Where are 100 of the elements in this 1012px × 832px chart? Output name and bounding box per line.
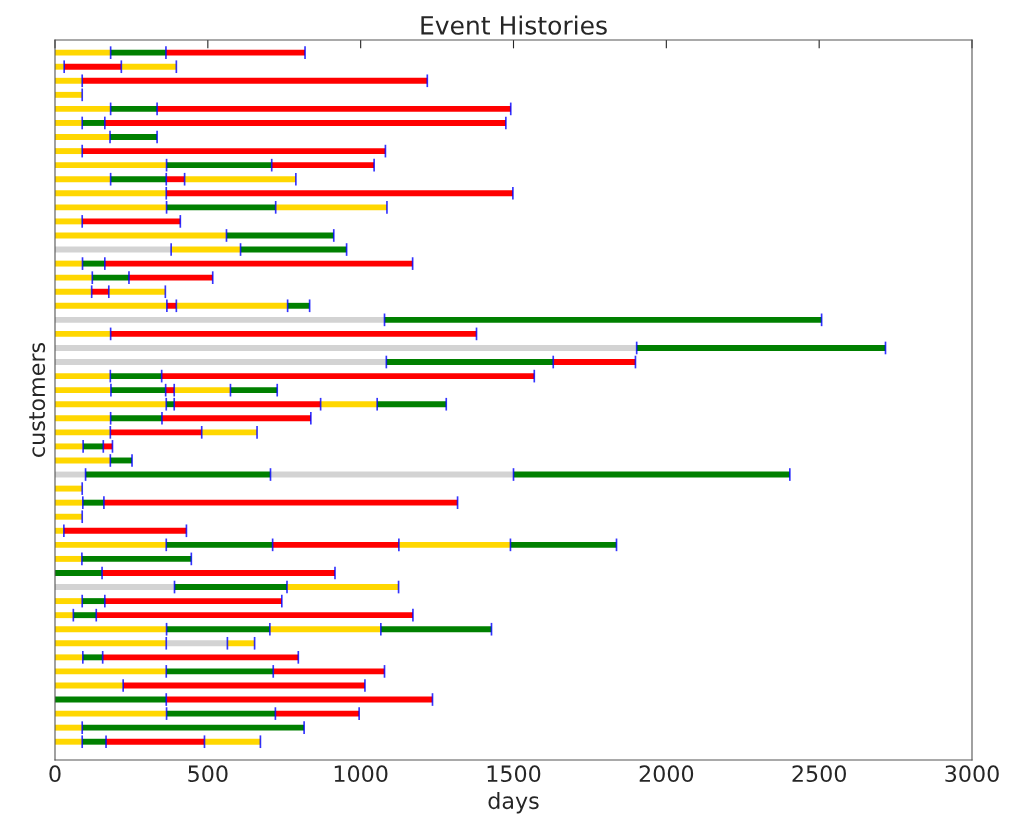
bar: [102, 654, 299, 661]
bar: [110, 373, 162, 380]
bar: [106, 738, 205, 745]
x-tick-label: 2000: [639, 765, 694, 783]
bar: [110, 387, 166, 394]
bar: [82, 738, 107, 745]
bar: [55, 541, 167, 548]
bar: [55, 738, 83, 745]
bar: [398, 541, 511, 548]
bar: [55, 190, 167, 197]
bar: [55, 499, 83, 506]
bar: [110, 49, 166, 56]
bar: [55, 120, 83, 126]
bar: [320, 401, 378, 408]
x-tick-label: 0: [49, 765, 61, 783]
bar: [553, 359, 636, 365]
bar: [55, 612, 74, 619]
x-tick-label: 1000: [334, 765, 388, 783]
bar: [384, 316, 822, 323]
bar: [174, 584, 287, 590]
bar: [55, 513, 83, 520]
bar: [55, 598, 83, 605]
bar: [157, 105, 511, 112]
bar: [273, 668, 385, 675]
bar: [55, 401, 167, 408]
bar: [272, 541, 399, 548]
bar: [82, 724, 305, 731]
bar: [82, 598, 105, 605]
bar: [510, 541, 617, 548]
bar: [636, 345, 886, 351]
bar: [165, 49, 306, 56]
bar: [82, 120, 105, 126]
bar: [55, 302, 167, 309]
bar: [55, 260, 83, 267]
bar: [55, 387, 111, 394]
bar: [55, 555, 82, 562]
bar: [55, 668, 167, 675]
bar: [55, 288, 92, 295]
bar: [55, 485, 83, 492]
bar: [128, 274, 213, 281]
bar: [55, 415, 111, 422]
bar: [166, 162, 272, 169]
bar: [166, 626, 270, 633]
bar: [55, 162, 167, 169]
bar: [166, 668, 274, 675]
bar: [174, 401, 321, 408]
bar: [204, 738, 261, 745]
bar: [73, 612, 97, 619]
bar: [55, 654, 83, 661]
bar: [96, 612, 413, 619]
bar: [55, 316, 385, 323]
bar: [377, 401, 447, 408]
bar: [55, 148, 83, 155]
x-axis-title: days: [488, 791, 539, 814]
bar: [161, 373, 535, 380]
bar: [55, 710, 167, 717]
bar: [166, 640, 228, 647]
bar: [55, 443, 84, 450]
bar: [83, 443, 104, 450]
bar: [166, 541, 273, 548]
bar: [55, 176, 111, 183]
bar: [55, 134, 111, 140]
bar: [174, 387, 231, 394]
bar: [55, 626, 167, 633]
x-tick-label: 500: [188, 765, 228, 783]
bar: [104, 598, 282, 605]
bar: [166, 710, 276, 717]
bar: [55, 640, 167, 647]
bar: [103, 499, 458, 506]
bar: [55, 218, 83, 225]
bar: [104, 120, 506, 126]
bar: [55, 77, 83, 84]
bar: [55, 274, 93, 281]
x-tick-label: 1500: [487, 765, 541, 783]
bar: [55, 105, 111, 112]
bar: [55, 724, 83, 731]
bar: [110, 176, 167, 183]
bar: [184, 176, 296, 183]
bar: [81, 555, 192, 562]
bar: [230, 387, 278, 394]
bar: [82, 499, 104, 506]
bar: [92, 274, 129, 281]
bar: [55, 373, 111, 380]
bar: [55, 345, 637, 351]
bar: [110, 105, 158, 112]
bar: [275, 710, 360, 717]
bar: [55, 429, 111, 436]
bar: [166, 204, 276, 211]
bar: [110, 415, 162, 422]
bar: [82, 260, 105, 267]
x-tick-label: 2500: [792, 765, 846, 783]
bar: [104, 260, 413, 267]
bar: [110, 134, 158, 140]
bar: [55, 91, 83, 98]
y-axis-title: customers: [29, 342, 46, 457]
bar: [271, 162, 375, 169]
bar: [55, 584, 175, 590]
chart-title: Event Histories: [421, 15, 607, 35]
bar: [55, 330, 111, 337]
bar: [55, 204, 167, 211]
